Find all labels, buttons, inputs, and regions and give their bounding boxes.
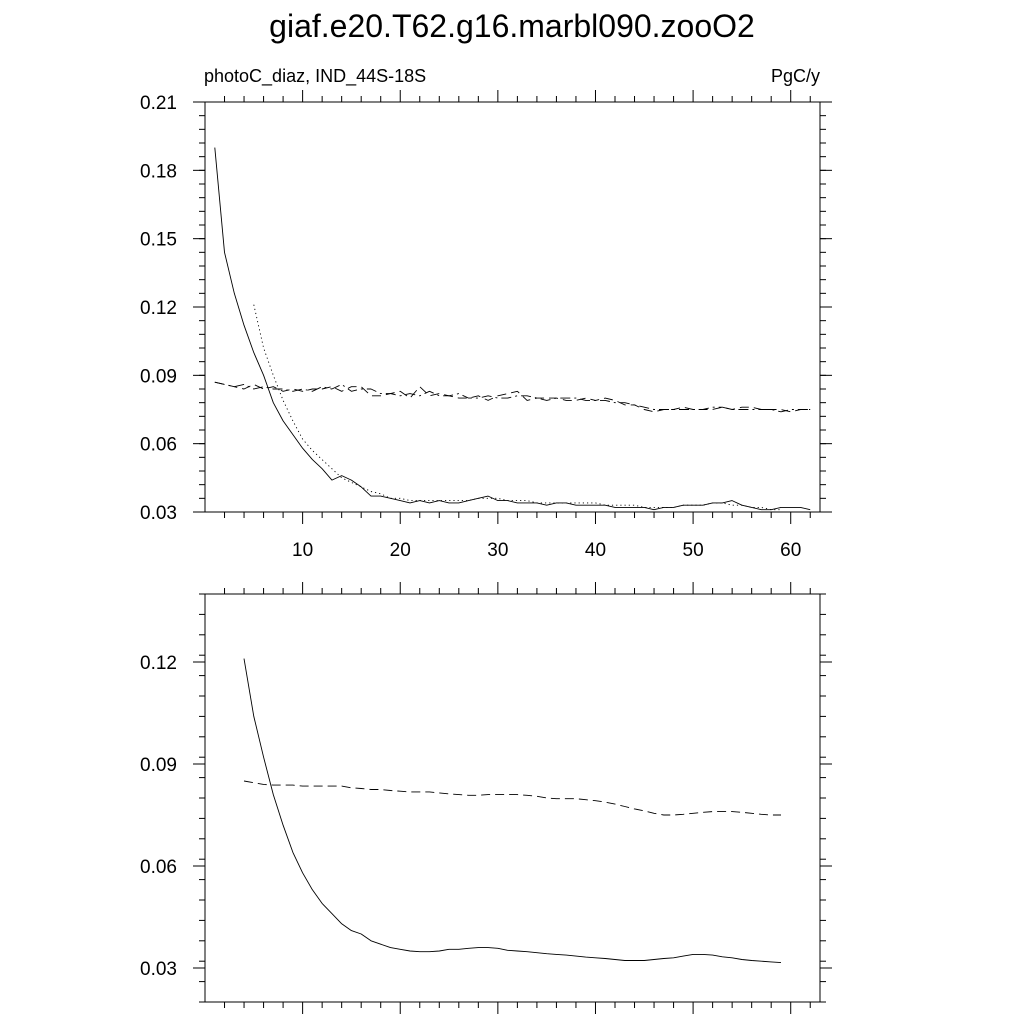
- series-line-solid: [214, 147, 811, 511]
- y-tick-label: 0.03: [140, 959, 177, 980]
- top-panel: 10 20 30 40 50 60 0.03 0.06 0.09 0.12 0.15 0.18 0.21: [140, 90, 832, 561]
- series-line-dotted: [253, 304, 781, 511]
- plot-frame: [204, 101, 821, 513]
- x-tick-label: 10: [292, 540, 313, 561]
- x-tick-label: 30: [487, 540, 508, 561]
- y-tick-label: 0.03: [140, 503, 177, 524]
- plot-frame: [204, 593, 821, 1003]
- x-tick-label: 20: [390, 540, 411, 561]
- series-line-dashdot: [214, 381, 811, 413]
- x-tick-label: 60: [780, 540, 801, 561]
- x-tick-label: 40: [585, 540, 606, 561]
- chart-title: giaf.e20.T62.g16.marbl090.zooO2: [269, 8, 755, 44]
- y-tick-label: 0.06: [140, 435, 177, 456]
- bottom-panel: 0.03 0.06 0.09 0.12: [140, 582, 832, 1014]
- x-tick-label: 50: [683, 540, 704, 561]
- y-tick-label: 0.06: [140, 857, 177, 878]
- y-tick-label: 0.21: [140, 93, 177, 114]
- y-tick-label: 0.09: [140, 755, 177, 776]
- y-tick-label: 0.15: [140, 230, 177, 251]
- series-line-dashed: [243, 780, 781, 816]
- y-tick-label: 0.09: [140, 366, 177, 387]
- series-line-dashed: [214, 381, 811, 413]
- y-tick-label: 0.18: [140, 161, 177, 182]
- top-panel-units-label: PgC/y: [771, 66, 820, 86]
- series-line-solid: [243, 658, 782, 964]
- y-tick-label: 0.12: [140, 298, 177, 319]
- top-panel-variable-label: photoC_diaz, IND_44S-18S: [204, 66, 426, 87]
- y-tick-label: 0.12: [140, 653, 177, 674]
